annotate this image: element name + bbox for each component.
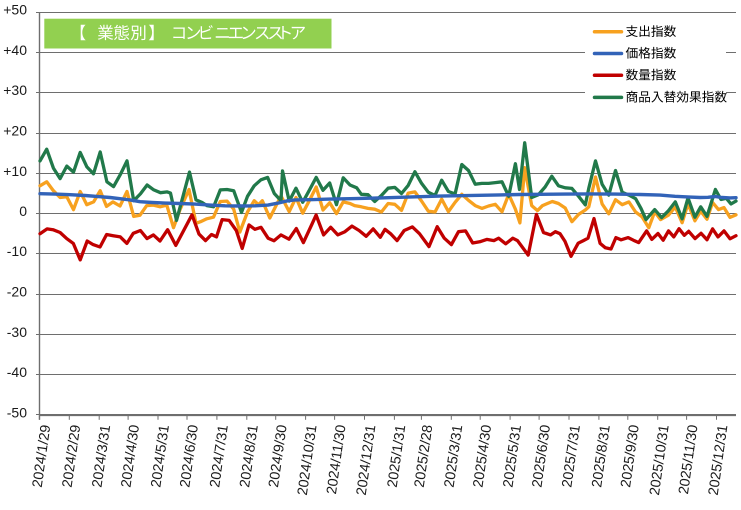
svg-text:+30: +30 [3, 82, 27, 98]
svg-text:-50: -50 [7, 404, 27, 420]
svg-text:-10: -10 [7, 243, 27, 259]
svg-text:+40: +40 [3, 42, 27, 58]
svg-text:+50: +50 [3, 2, 27, 18]
svg-text:-20: -20 [7, 284, 27, 300]
svg-text:0: 0 [19, 203, 27, 219]
svg-text:-40: -40 [7, 364, 27, 380]
svg-text:+10: +10 [3, 163, 27, 179]
svg-text:+20: +20 [3, 123, 27, 139]
svg-text:-30: -30 [7, 324, 27, 340]
